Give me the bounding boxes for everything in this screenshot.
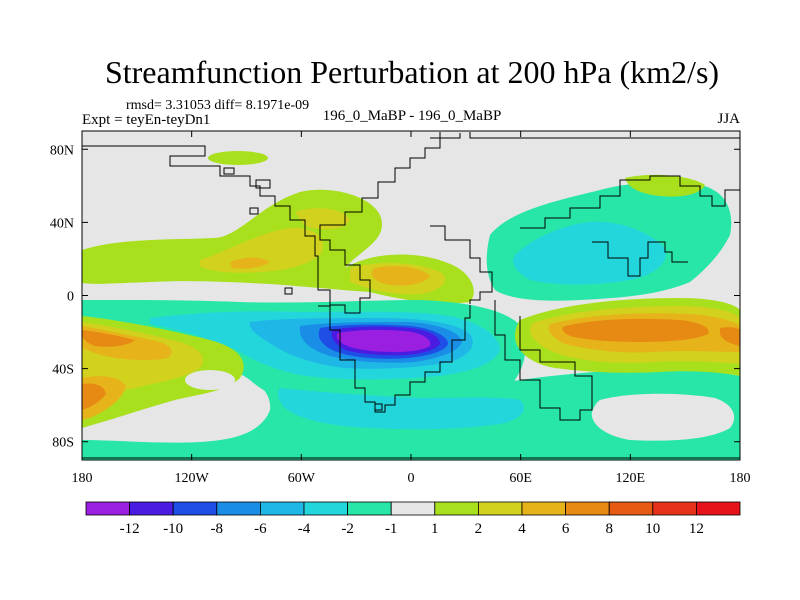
colorbar-label: 2	[475, 521, 483, 537]
field-north-small-positive	[208, 151, 268, 165]
colorbar-label: -2	[341, 521, 354, 537]
x-axis: 180 120W 60W 0 60E 120E 180	[72, 131, 751, 486]
colorbar-label: -1	[385, 521, 398, 537]
x-tick-label: 60E	[509, 471, 532, 486]
coastline-islands	[223, 167, 383, 411]
colorbar-swatch-12	[608, 501, 654, 516]
colorbar-label: -6	[254, 521, 267, 537]
field-south-west-ring-hole	[185, 370, 235, 390]
colorbar-swatch-6	[347, 501, 392, 516]
colorbar-swatch-0	[85, 501, 130, 516]
x-tick-label: 120W	[175, 471, 210, 486]
x-tick-label: 180	[72, 471, 93, 486]
field-south-east-positive-core	[562, 318, 740, 346]
chart-title: Streamfunction Perturbation at 200 hPa (…	[105, 54, 719, 90]
colorbar-label: 4	[518, 521, 526, 537]
colorbar-label: 6	[562, 521, 570, 537]
coastline-north-america	[82, 133, 461, 314]
colorbar-label: 12	[689, 521, 704, 537]
colorbar: -12 -10 -8 -6 -4 -2 -1 1 2 4 6 8 10 12	[85, 501, 741, 537]
colorbar-swatch-3	[216, 501, 261, 516]
colorbar-swatch-2	[172, 501, 218, 516]
field-south-west-positive-peak	[82, 330, 135, 410]
y-tick-label: 0	[67, 290, 74, 305]
y-tick-label: 40N	[50, 216, 74, 231]
y-axis: 80N 40N 0 40S 80S	[50, 143, 740, 451]
field-south-negative-inner	[277, 388, 524, 430]
colorbar-label: 10	[645, 521, 660, 537]
y-tick-label: 80N	[50, 143, 74, 158]
stats-line: rmsd= 3.31053 diff= 8.1971e-09	[126, 98, 309, 113]
x-tick-label: 0	[408, 471, 415, 486]
coastline-south-america	[318, 305, 471, 413]
x-tick-label: 180	[730, 471, 751, 486]
coastline-africa-europe	[430, 225, 593, 421]
field-north-positive-core	[230, 257, 430, 286]
colorbar-label: -8	[211, 521, 224, 537]
x-tick-label: 120E	[616, 471, 646, 486]
contour-fields	[82, 131, 740, 460]
colorbar-swatch-9	[477, 501, 523, 516]
season-label: JJA	[717, 111, 740, 127]
colorbar-swatch-14	[696, 501, 741, 516]
case-label: 196_0_MaBP - 196_0_MaBP	[323, 108, 502, 124]
colorbar-swatch-8	[434, 501, 479, 516]
field-south-west-positive-core	[82, 326, 172, 420]
colorbar-label: -4	[298, 521, 311, 537]
colorbar-swatch-7	[390, 501, 436, 516]
colorbar-label: -10	[163, 521, 183, 537]
colorbar-label: 8	[605, 521, 613, 537]
coastline-eurasia	[430, 132, 740, 277]
colorbar-swatch-5	[303, 501, 348, 516]
x-tick-label: 60W	[288, 471, 316, 486]
y-tick-label: 80S	[52, 436, 74, 451]
colorbar-swatch-10	[521, 501, 566, 516]
y-tick-label: 40S	[52, 363, 74, 378]
colorbar-label: -12	[120, 521, 140, 537]
colorbar-swatch-11	[565, 501, 610, 516]
field-south-east-ring-hole	[640, 394, 700, 414]
colorbar-label: 1	[431, 521, 439, 537]
colorbar-swatch-4	[259, 501, 305, 516]
colorbar-swatch-1	[129, 501, 174, 516]
experiment-label: Expt = teyEn-teyDn1	[82, 112, 210, 128]
colorbar-swatch-13	[652, 501, 697, 516]
field-tropical-negative-peak	[336, 329, 431, 352]
